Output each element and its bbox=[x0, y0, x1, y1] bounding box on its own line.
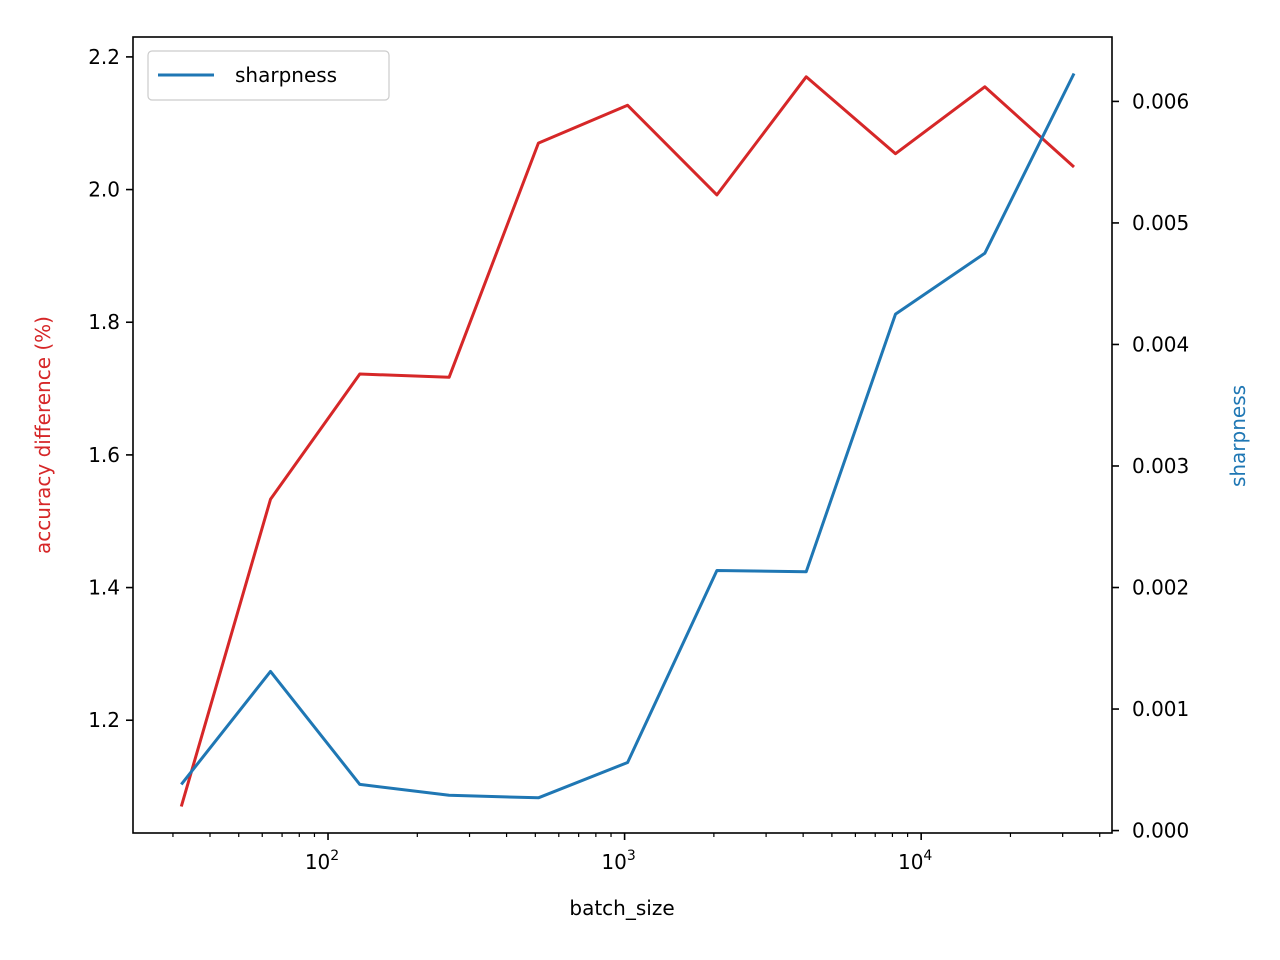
series-line-sharpness bbox=[180, 72, 1076, 800]
y-right-tick-label: 0.000 bbox=[1132, 819, 1189, 843]
y-left-tick-label: 2.2 bbox=[88, 45, 120, 69]
x-axis-ticks: 102 103 104 bbox=[172, 833, 1101, 874]
legend-label-sharpness: sharpness bbox=[235, 63, 337, 87]
x-tick-label: 102 bbox=[305, 848, 339, 874]
x-axis-label: batch_size bbox=[569, 896, 674, 920]
y-left-axis-ticks: 1.2 1.4 1.6 1.8 2.0 2.2 bbox=[88, 45, 133, 732]
y-right-axis-label: sharpness bbox=[1226, 385, 1250, 487]
legend-box bbox=[147, 50, 390, 101]
series-layer bbox=[179, 72, 1076, 807]
y-left-tick-label: 2.0 bbox=[88, 178, 120, 202]
x-tick-label: 103 bbox=[601, 848, 635, 874]
y-right-tick-label: 0.004 bbox=[1132, 332, 1189, 356]
y-left-tick-label: 1.2 bbox=[88, 708, 120, 732]
y-right-tick-label: 0.001 bbox=[1132, 697, 1189, 721]
y-right-tick-label: 0.005 bbox=[1132, 211, 1189, 235]
y-right-tick-label: 0.002 bbox=[1132, 576, 1189, 600]
y-left-tick-label: 1.8 bbox=[88, 310, 120, 334]
y-right-tick-label: 0.003 bbox=[1132, 454, 1189, 478]
series-line-accuracy bbox=[179, 75, 1076, 807]
y-left-tick-label: 1.4 bbox=[88, 576, 120, 600]
legend: sharpness bbox=[147, 50, 390, 101]
y-left-tick-label: 1.6 bbox=[88, 443, 120, 467]
y-right-axis-ticks: 0.000 0.001 0.002 0.003 0.004 0.005 0.006 bbox=[1112, 89, 1189, 843]
y-left-axis-label: accuracy difference (%) bbox=[31, 316, 55, 554]
y-right-tick-label: 0.006 bbox=[1132, 89, 1189, 113]
plot-frame bbox=[132, 36, 1113, 834]
x-tick-label: 104 bbox=[898, 848, 932, 874]
